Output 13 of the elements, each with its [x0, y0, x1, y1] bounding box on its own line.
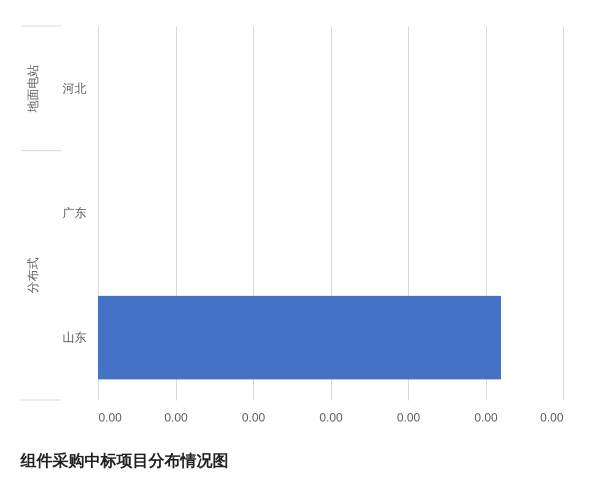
- x-tick-label: 0.00: [540, 410, 564, 424]
- x-tick-label: 0.00: [474, 410, 498, 424]
- text: 组件采购中标项目分布情况图: [20, 451, 228, 470]
- x-tick-label: 0.00: [396, 410, 420, 424]
- y-tick-label: 山东: [62, 330, 86, 345]
- text: 地面电站: [26, 64, 40, 114]
- y-tick-label: 河北: [62, 81, 86, 96]
- text: 分布式: [26, 257, 40, 294]
- x-tick-label: 0.00: [319, 410, 343, 424]
- y-tick-label: 广东: [62, 206, 86, 220]
- x-tick-label: 0.00: [98, 410, 122, 424]
- x-tick-label: 0.00: [164, 410, 188, 424]
- x-tick-label: 0.00: [242, 410, 266, 424]
